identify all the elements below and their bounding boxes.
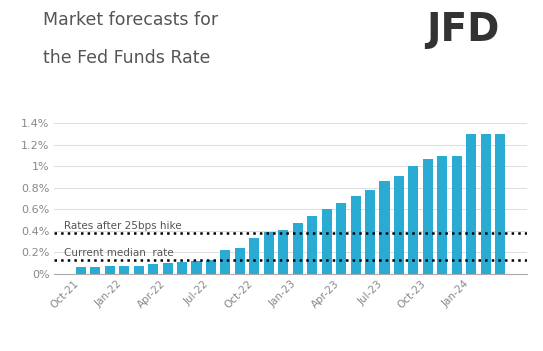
Bar (105, 266, 115, 274)
Bar (206, 260, 216, 274)
Bar (293, 223, 303, 274)
Bar (466, 134, 476, 274)
Text: JFD: JFD (426, 11, 500, 48)
Bar (452, 157, 462, 274)
Bar (481, 134, 491, 274)
Bar (192, 261, 201, 274)
Bar (264, 232, 274, 274)
Bar (278, 230, 288, 274)
Bar (162, 263, 173, 274)
Text: the Fed Funds Rate: the Fed Funds Rate (43, 49, 211, 67)
Bar (148, 264, 158, 274)
Bar (365, 190, 375, 274)
Bar (394, 176, 404, 274)
Bar (336, 203, 346, 274)
Bar (495, 134, 505, 274)
Bar (76, 267, 86, 274)
Bar (437, 157, 447, 274)
Bar (90, 267, 100, 274)
Bar (307, 216, 317, 274)
Bar (177, 263, 187, 274)
Bar (380, 181, 389, 274)
Bar (235, 248, 245, 274)
Bar (134, 266, 144, 274)
Text: Current median  rate: Current median rate (64, 248, 173, 258)
Bar (119, 266, 129, 274)
Text: Rates after 25bps hike: Rates after 25bps hike (64, 221, 181, 231)
Bar (423, 159, 433, 274)
Text: Market forecasts for: Market forecasts for (43, 11, 219, 28)
Bar (351, 196, 361, 274)
Bar (249, 238, 260, 274)
Bar (321, 209, 332, 274)
Bar (220, 250, 230, 274)
Bar (408, 166, 419, 274)
